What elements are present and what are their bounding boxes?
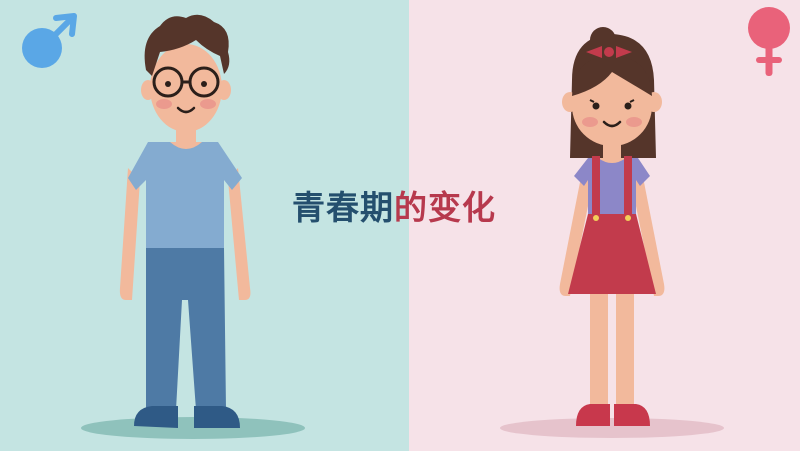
female-symbol-icon bbox=[748, 7, 790, 76]
boy-left-shoe bbox=[134, 406, 178, 428]
boy-right-arm bbox=[228, 168, 251, 300]
girl-bangs bbox=[572, 56, 652, 96]
boy-illustration bbox=[81, 14, 305, 439]
girl-left-arm bbox=[559, 172, 592, 296]
boy-shirt bbox=[128, 142, 242, 250]
title-part-1: 青春期 bbox=[292, 188, 394, 227]
girl-left-shoe bbox=[576, 404, 610, 426]
girl-shadow bbox=[500, 418, 724, 438]
girl-hair-bun bbox=[590, 27, 616, 53]
boy-hair bbox=[144, 14, 230, 77]
girl-right-leg bbox=[616, 290, 634, 408]
girl-right-arm bbox=[632, 172, 665, 296]
girl-skirt bbox=[568, 214, 656, 294]
girl-bow bbox=[586, 46, 632, 58]
girl-right-shoe bbox=[614, 404, 650, 426]
boy-glasses bbox=[152, 66, 220, 98]
boy-right-shoe bbox=[194, 406, 240, 428]
boy-face bbox=[150, 44, 222, 132]
page-title: 青春期的变化 bbox=[292, 188, 496, 228]
girl-left-leg bbox=[590, 290, 608, 408]
boy-left-arm bbox=[119, 168, 140, 300]
title-part-2: 的变化 bbox=[394, 188, 496, 227]
boy-pants bbox=[146, 248, 226, 410]
male-symbol-icon bbox=[22, 13, 77, 68]
